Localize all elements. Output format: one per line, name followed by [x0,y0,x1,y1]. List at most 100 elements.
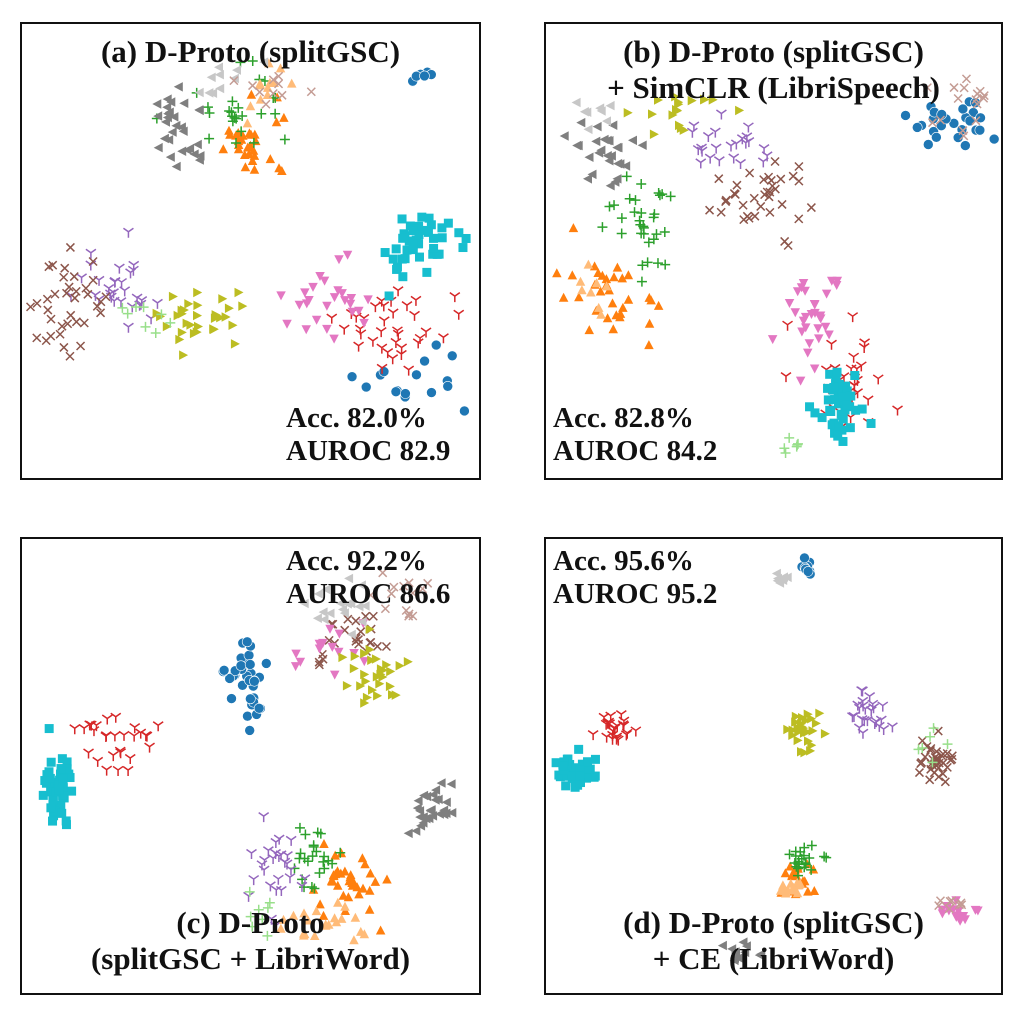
data-point [302,856,313,867]
data-point [624,193,635,204]
data-point [356,627,366,637]
data-point [268,75,278,85]
data-point [831,372,841,382]
data-point [616,213,627,224]
data-point [399,581,409,591]
data-point [333,897,343,907]
data-point [330,670,340,680]
data-point [244,659,256,670]
data-point [944,904,954,914]
data-point [443,218,453,228]
data-point [194,321,203,332]
data-point [256,108,267,119]
data-point [392,286,404,297]
data-point [360,381,372,393]
data-point [408,588,418,598]
data-point [346,294,357,303]
panel-title-b-line2: + SimCLR (LibriSpeech) [607,69,940,105]
cluster-x-5 [705,156,816,251]
data-point [616,228,627,239]
data-point [926,743,936,754]
data-point [551,758,561,768]
data-point [583,124,593,135]
data-point [725,141,737,152]
data-point [780,886,790,896]
data-point [857,728,869,739]
data-point [811,718,821,729]
data-point [277,90,287,100]
data-point [368,611,378,621]
data-point [244,149,254,159]
data-point [171,120,181,131]
data-point [253,904,264,915]
data-point [381,641,391,652]
data-point [387,308,399,319]
data-point [446,779,456,789]
data-point [110,712,122,723]
data-point [365,644,375,655]
cluster-x-12 [229,71,316,109]
data-point [582,773,592,783]
data-point [784,849,795,860]
cluster-triangle-right-8 [338,624,413,708]
data-point [602,135,612,146]
data-point [935,115,945,125]
data-point [799,862,810,873]
data-point [459,405,470,417]
data-point [947,751,957,761]
data-point [604,201,615,212]
data-point [953,94,963,104]
data-point [574,292,584,302]
data-point [794,214,804,224]
data-point [362,692,372,703]
data-point [378,366,390,377]
data-point [400,388,411,399]
data-point [202,102,213,113]
data-point [971,116,981,126]
data-point [856,715,868,726]
cluster-tri-down-3 [69,712,164,777]
data-point [959,83,969,93]
cluster-plus-2 [784,840,832,881]
data-point [861,715,873,727]
data-point [360,859,370,869]
data-point [700,95,710,105]
data-point [660,259,671,270]
cluster-x-5 [25,242,111,361]
data-point [85,248,97,259]
data-point [847,312,859,323]
data-point [613,142,623,153]
data-point [349,663,359,674]
data-point [246,89,257,99]
data-point [128,731,140,742]
data-point [433,794,443,805]
data-point [790,851,801,862]
data-point [93,275,105,286]
data-point [821,289,832,299]
data-point [193,300,203,311]
metrics-c: Acc. 92.2% AUROC 86.6 [286,545,450,612]
data-point [41,778,51,788]
data-point [65,242,75,252]
data-point [315,899,325,909]
data-point [911,122,923,133]
data-point [609,272,619,282]
data-point [277,166,287,175]
data-point [582,107,592,117]
panel-title-b-line1: (b) D-Proto (splitGSC) [623,34,924,69]
data-point [787,869,797,879]
data-point [43,305,53,315]
data-point [431,785,441,795]
data-point [123,322,134,333]
metrics-a: Acc. 82.0% AUROC 82.9 [286,402,450,469]
data-point [204,88,214,98]
data-point [766,175,776,185]
data-point [290,662,301,672]
data-point [340,296,350,306]
data-point [847,712,858,723]
data-point [760,190,770,200]
data-point [330,850,340,860]
data-point [636,208,647,219]
data-point [935,896,946,906]
data-point [284,873,296,884]
